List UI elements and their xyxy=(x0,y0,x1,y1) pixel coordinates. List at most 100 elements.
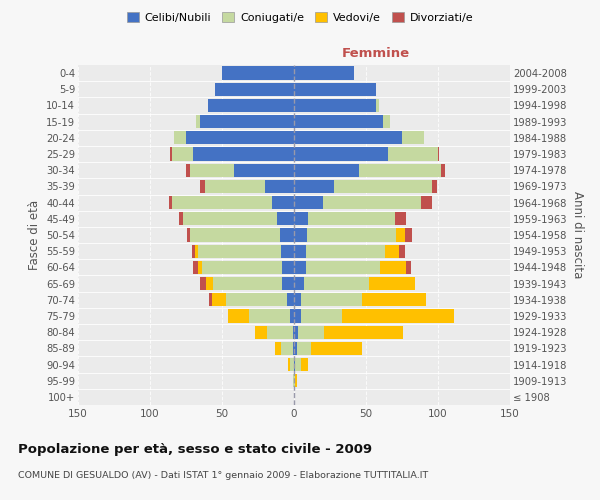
Bar xyxy=(170,148,172,160)
Bar xyxy=(294,358,295,371)
Bar xyxy=(202,260,283,274)
Bar xyxy=(304,277,369,290)
Bar xyxy=(265,180,294,193)
Bar xyxy=(307,228,396,241)
Bar xyxy=(193,148,294,160)
Bar xyxy=(186,164,190,177)
Bar xyxy=(293,342,294,355)
Bar xyxy=(294,164,359,177)
Bar xyxy=(402,131,424,144)
Bar xyxy=(362,293,427,306)
Bar xyxy=(388,148,438,160)
Bar xyxy=(294,212,308,226)
Bar xyxy=(405,228,412,241)
Bar xyxy=(294,244,305,258)
Bar xyxy=(396,228,405,241)
Bar xyxy=(301,310,341,322)
Bar xyxy=(301,358,308,371)
Bar xyxy=(187,228,190,241)
Text: Femmine: Femmine xyxy=(342,47,410,60)
Bar xyxy=(421,196,432,209)
Bar xyxy=(294,131,402,144)
Bar xyxy=(294,66,355,80)
Bar xyxy=(281,244,294,258)
Bar xyxy=(190,164,233,177)
Bar xyxy=(233,164,294,177)
Bar xyxy=(283,260,294,274)
Bar xyxy=(197,244,281,258)
Bar xyxy=(214,277,283,290)
Bar xyxy=(406,260,410,274)
Bar xyxy=(294,82,376,96)
Bar xyxy=(290,358,294,371)
Bar xyxy=(196,115,200,128)
Bar xyxy=(255,326,266,339)
Text: COMUNE DI GESUALDO (AV) - Dati ISTAT 1° gennaio 2009 - Elaborazione TUTTITALIA.I: COMUNE DI GESUALDO (AV) - Dati ISTAT 1° … xyxy=(18,471,428,480)
Bar xyxy=(383,115,391,128)
Bar xyxy=(441,164,445,177)
Bar xyxy=(222,66,294,80)
Bar xyxy=(206,277,214,290)
Bar xyxy=(294,277,304,290)
Bar xyxy=(385,244,399,258)
Bar xyxy=(194,244,197,258)
Bar xyxy=(186,131,294,144)
Bar xyxy=(209,293,212,306)
Bar xyxy=(395,212,406,226)
Bar xyxy=(376,99,379,112)
Bar xyxy=(295,374,297,388)
Bar xyxy=(399,244,405,258)
Bar xyxy=(334,180,432,193)
Bar xyxy=(294,293,301,306)
Bar xyxy=(341,310,454,322)
Bar xyxy=(369,277,415,290)
Bar xyxy=(301,293,362,306)
Bar xyxy=(294,99,376,112)
Bar xyxy=(294,260,305,274)
Bar xyxy=(294,342,297,355)
Bar xyxy=(228,310,250,322)
Bar xyxy=(226,293,287,306)
Bar xyxy=(380,260,406,274)
Bar xyxy=(294,148,388,160)
Bar xyxy=(438,148,439,160)
Bar xyxy=(169,196,172,209)
Bar xyxy=(297,342,311,355)
Bar xyxy=(212,293,226,306)
Bar xyxy=(324,326,403,339)
Bar xyxy=(172,148,193,160)
Bar xyxy=(183,212,277,226)
Bar xyxy=(323,196,421,209)
Bar xyxy=(197,260,202,274)
Bar xyxy=(172,196,272,209)
Bar xyxy=(294,228,307,241)
Bar xyxy=(283,277,294,290)
Y-axis label: Fasce di età: Fasce di età xyxy=(28,200,41,270)
Bar xyxy=(294,115,383,128)
Bar xyxy=(311,342,362,355)
Bar xyxy=(308,212,395,226)
Bar xyxy=(190,228,280,241)
Bar xyxy=(250,310,290,322)
Bar xyxy=(295,358,301,371)
Bar xyxy=(290,310,294,322)
Text: Popolazione per età, sesso e stato civile - 2009: Popolazione per età, sesso e stato civil… xyxy=(18,442,372,456)
Bar xyxy=(193,260,197,274)
Bar xyxy=(192,244,194,258)
Bar xyxy=(215,82,294,96)
Bar xyxy=(280,228,294,241)
Bar xyxy=(205,180,265,193)
Bar xyxy=(288,358,290,371)
Bar xyxy=(200,115,294,128)
Bar xyxy=(359,164,441,177)
Bar xyxy=(200,277,206,290)
Bar xyxy=(294,310,301,322)
Bar xyxy=(294,374,295,388)
Bar xyxy=(293,374,294,388)
Bar xyxy=(277,212,294,226)
Bar xyxy=(294,196,323,209)
Bar xyxy=(281,342,293,355)
Bar xyxy=(208,99,294,112)
Bar xyxy=(275,342,281,355)
Bar xyxy=(305,260,380,274)
